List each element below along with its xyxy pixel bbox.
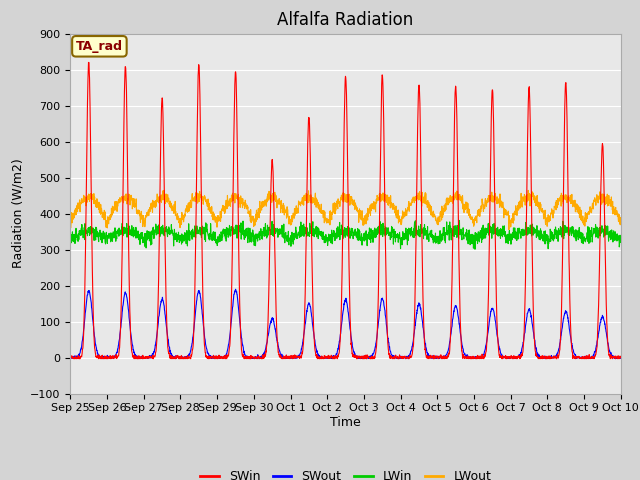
LWout	[524, 188, 532, 193]
LWout	[67, 218, 74, 224]
LWout	[220, 208, 228, 214]
LWout	[362, 218, 369, 224]
LWin	[456, 217, 463, 223]
SWin	[617, 354, 625, 360]
LWout	[569, 204, 577, 210]
LWout	[506, 220, 513, 226]
LWin	[362, 236, 369, 241]
LWin	[617, 236, 625, 241]
LWin	[374, 231, 381, 237]
SWin	[506, 356, 514, 361]
SWin	[221, 354, 228, 360]
SWin	[70, 356, 77, 361]
Y-axis label: Radiation (W/m2): Radiation (W/m2)	[12, 159, 25, 268]
LWin	[569, 230, 577, 236]
SWout	[584, 355, 591, 360]
SWin	[584, 354, 592, 360]
SWin	[569, 351, 577, 357]
SWin	[362, 355, 370, 361]
Title: Alfalfa Radiation: Alfalfa Radiation	[278, 11, 413, 29]
LWin	[584, 224, 592, 229]
LWout	[505, 227, 513, 233]
SWout	[617, 355, 625, 361]
LWout	[584, 212, 592, 217]
LWout	[617, 221, 625, 227]
SWout	[67, 355, 74, 361]
SWin	[84, 60, 92, 65]
LWin	[67, 237, 74, 242]
SWout	[568, 343, 576, 349]
SWin	[67, 354, 74, 360]
SWout	[374, 326, 381, 332]
Line: LWin: LWin	[70, 220, 621, 249]
SWout	[220, 353, 228, 359]
LWin	[506, 236, 514, 241]
SWout	[362, 354, 369, 360]
X-axis label: Time: Time	[330, 416, 361, 429]
LWout	[374, 194, 381, 200]
Legend: SWin, SWout, LWin, LWout: SWin, SWout, LWin, LWout	[195, 465, 496, 480]
SWout	[232, 287, 239, 292]
Line: LWout: LWout	[70, 191, 621, 230]
SWout	[506, 355, 513, 361]
Text: TA_rad: TA_rad	[76, 40, 123, 53]
Line: SWout: SWout	[70, 289, 621, 358]
LWin	[220, 229, 228, 235]
Line: SWin: SWin	[70, 62, 621, 359]
LWin	[471, 246, 479, 252]
SWin	[374, 312, 381, 318]
